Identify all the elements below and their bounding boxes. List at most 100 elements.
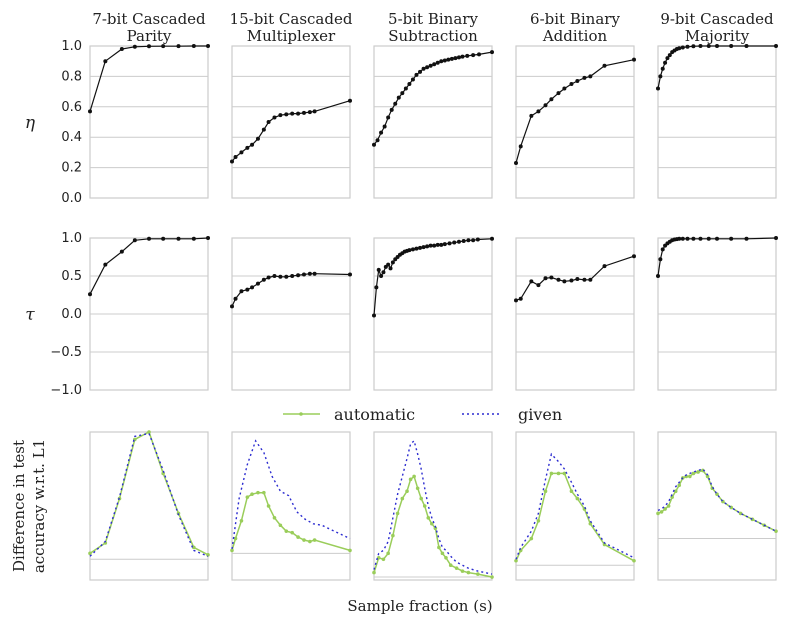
- data-point: [147, 236, 151, 241]
- data-point: [663, 60, 668, 65]
- data-point: [374, 285, 379, 290]
- data-point: [414, 72, 419, 77]
- data-point: [543, 103, 548, 108]
- data-point: [266, 120, 271, 124]
- data-point: [245, 495, 250, 499]
- row-label-line: Difference in test: [10, 440, 28, 572]
- data-point: [250, 142, 255, 147]
- data-point: [408, 477, 413, 482]
- panel: [372, 45, 494, 199]
- data-point: [656, 86, 660, 91]
- data-point: [296, 273, 301, 278]
- data-point: [685, 44, 690, 49]
- column-title-line: 9-bit Cascaded: [660, 10, 774, 28]
- data-point: [379, 130, 384, 135]
- data-point: [266, 275, 271, 280]
- data-point: [632, 254, 636, 259]
- y-tick-label: −1.0: [50, 383, 82, 398]
- data-point: [673, 489, 678, 494]
- data-point: [442, 58, 447, 63]
- data-point: [536, 519, 541, 523]
- panel-frame: [89, 431, 209, 581]
- series-line-automatic: [515, 472, 635, 562]
- data-point: [250, 285, 255, 290]
- data-point: [588, 74, 593, 79]
- data-point: [582, 277, 587, 282]
- data-point: [230, 304, 234, 309]
- data-point: [569, 489, 574, 494]
- data-point: [602, 264, 607, 269]
- column-title-line: 6-bit Binary: [530, 10, 620, 28]
- data-point: [375, 138, 380, 143]
- data-point: [395, 511, 400, 516]
- data-point: [245, 145, 250, 150]
- data-point: [290, 111, 295, 116]
- panel: [230, 237, 352, 391]
- data-point: [658, 257, 663, 262]
- data-point: [698, 44, 703, 48]
- row-label: τ: [25, 305, 35, 325]
- x-axis-label: Sample fraction (s): [347, 597, 492, 615]
- data-point: [372, 313, 376, 318]
- data-point: [176, 236, 181, 241]
- data-point: [666, 504, 671, 508]
- data-point: [376, 267, 381, 272]
- data-point: [514, 558, 518, 563]
- data-point: [400, 91, 405, 96]
- panel-frame: [89, 45, 209, 199]
- data-point: [556, 471, 561, 476]
- data-point: [518, 144, 523, 149]
- data-point: [602, 63, 607, 68]
- data-point: [119, 47, 124, 52]
- data-point: [706, 44, 711, 48]
- series-line-given: [515, 452, 635, 560]
- data-point: [435, 60, 440, 65]
- panel: [230, 45, 352, 199]
- data-point: [705, 474, 710, 479]
- data-point: [393, 101, 398, 106]
- data-point: [575, 78, 580, 83]
- data-point: [206, 553, 210, 557]
- data-point: [415, 486, 420, 491]
- data-point: [529, 536, 534, 541]
- data-point: [439, 242, 444, 247]
- y-tick-label: 0.0: [61, 307, 82, 322]
- column-title: 9-bit Cascaded Majority: [660, 10, 774, 45]
- data-point: [388, 266, 393, 271]
- data-point: [549, 97, 554, 102]
- data-point: [471, 53, 476, 58]
- data-point: [312, 271, 317, 276]
- data-point: [632, 558, 636, 563]
- data-point: [88, 292, 92, 297]
- data-point: [529, 113, 534, 118]
- legend-label-automatic: automatic: [334, 405, 415, 424]
- data-point: [685, 236, 690, 241]
- data-point: [405, 489, 409, 494]
- data-point: [774, 44, 778, 48]
- data-point: [403, 86, 408, 91]
- data-point: [656, 511, 660, 516]
- data-point: [410, 247, 415, 252]
- data-point: [549, 275, 554, 280]
- data-point: [348, 548, 352, 553]
- data-point: [465, 53, 470, 58]
- data-point: [239, 289, 244, 294]
- data-point: [448, 563, 453, 567]
- data-point: [696, 470, 700, 474]
- data-point: [562, 86, 567, 91]
- data-point: [428, 63, 433, 68]
- data-point: [407, 82, 412, 86]
- data-point: [460, 569, 465, 573]
- data-point: [562, 471, 567, 476]
- data-point: [261, 277, 266, 282]
- data-point: [386, 551, 390, 556]
- data-point: [575, 277, 580, 282]
- data-point: [296, 535, 300, 539]
- data-point: [348, 272, 352, 277]
- data-point: [744, 236, 749, 241]
- data-point: [88, 109, 92, 114]
- data-point: [490, 50, 494, 55]
- panel: [88, 430, 210, 581]
- data-point: [278, 523, 283, 528]
